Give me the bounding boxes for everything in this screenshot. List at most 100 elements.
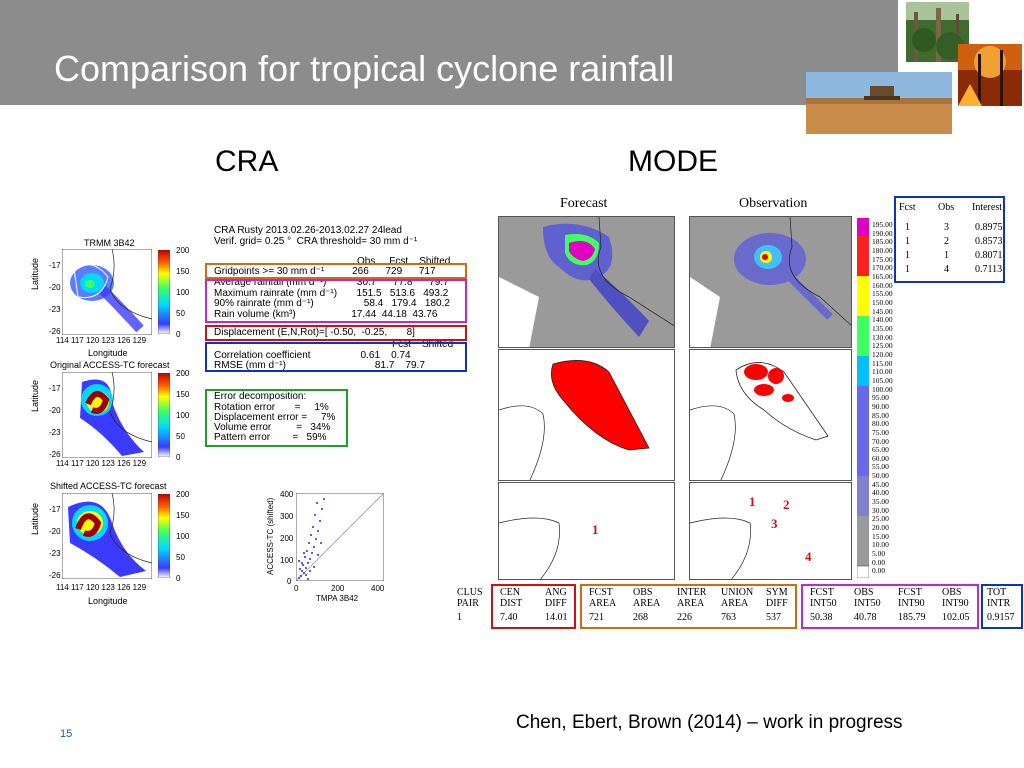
interest-cell: 0.8071 <box>975 250 1003 261</box>
interest-cell: 3 <box>944 222 949 233</box>
mode-colour-legend <box>856 218 870 579</box>
scatter-ytick: 0 <box>287 577 292 586</box>
bottom-table-cell: OBS <box>854 587 874 598</box>
obs-object-label-3: 3 <box>771 516 778 531</box>
bottom-box-magenta <box>801 584 979 629</box>
lat-tick: -26 <box>49 327 61 336</box>
obs-object-label-1: 1 <box>749 494 756 509</box>
mode-forecast-objects <box>498 349 675 481</box>
bottom-table-cell: 721 <box>589 612 604 623</box>
mode-forecast-label: Forecast <box>560 196 608 211</box>
error-pattern: Pattern error = 59% <box>214 432 327 443</box>
forecast-object-label: 1 <box>592 522 599 537</box>
scatter-ylabel: ACCESS-TC (shifted) <box>266 497 275 575</box>
legend-value: 145.00 <box>872 306 893 316</box>
interest-header-interest: Interest <box>972 202 1002 213</box>
bottom-table-cell: DIFF <box>545 598 567 609</box>
lat-tick: -20 <box>49 283 61 292</box>
cra-col-headers: Obs Fcst Shifted <box>357 256 451 267</box>
legend-value: 25.00 <box>872 514 889 524</box>
interest-cell: 2 <box>944 236 949 247</box>
error-displacement: Displacement error = 7% <box>214 412 336 423</box>
legend-value: 85.00 <box>872 410 889 420</box>
cra-header-line1: CRA Rusty 2013.02.26-2013.02.27 24lead <box>214 225 402 236</box>
bottom-table-cell: INT90 <box>898 598 925 609</box>
mode-observation-raw <box>689 216 852 348</box>
interest-cell: 1 <box>905 236 910 247</box>
legend-value: 160.00 <box>872 280 893 290</box>
scatter-xlabel: TMPA 3B42 <box>316 594 359 603</box>
cbar1-tick: 150 <box>176 267 190 276</box>
scatter-ytick: 100 <box>280 556 294 565</box>
mode-heading: MODE <box>628 145 718 178</box>
scatter-ytick: 200 <box>280 534 294 543</box>
lat-tick: -23 <box>49 428 61 437</box>
bottom-box-blue <box>981 584 1023 629</box>
interest-cell: 0.8975 <box>975 222 1003 233</box>
legend-value: 0.00 <box>872 557 886 567</box>
highlight-box-magenta <box>205 279 467 323</box>
interest-cell: 4 <box>944 264 949 275</box>
panel-title-shifted: Shifted ACCESS-TC forecast <box>50 481 167 491</box>
obs-object-label-2: 2 <box>783 497 790 512</box>
legend-value: 180.00 <box>872 245 893 255</box>
legend-value: 55.00 <box>872 462 889 472</box>
cbar2-tick: 200 <box>176 369 190 378</box>
bottom-table-cell: 268 <box>633 612 648 623</box>
fire-photo <box>958 44 1022 106</box>
bottom-table-cell: TOT <box>987 587 1007 598</box>
bottom-table-cell: PAIR <box>457 598 479 609</box>
bottom-table-cell: AREA <box>677 598 705 609</box>
colorbar-1 <box>157 249 171 335</box>
cbar3-tick: 0 <box>176 574 181 583</box>
lat-tick: -26 <box>49 450 61 459</box>
bottom-table-cell: 50.38 <box>810 612 833 623</box>
legend-value: 140.00 <box>872 315 893 325</box>
legend-value: 110.00 <box>872 367 893 377</box>
bottom-table-cell: SYM <box>766 587 788 598</box>
interest-cell: 1 <box>905 222 910 233</box>
cbar3-tick: 100 <box>176 532 190 541</box>
cbar3-tick: 200 <box>176 490 190 499</box>
lat-label: Latitude <box>30 502 40 535</box>
cbar3-tick: 50 <box>176 553 185 562</box>
bottom-table-cell: INT50 <box>854 598 881 609</box>
interest-table-box <box>894 196 1005 283</box>
mode-observation-label: Observation <box>739 196 808 211</box>
legend-value: 165.00 <box>872 271 893 281</box>
error-rotation: Rotation error = 1% <box>214 402 329 413</box>
bottom-table-cell: 1 <box>457 612 462 623</box>
stat-displacement: Displacement (E,N,Rot)=[ -0.50, -0.25, 8… <box>214 327 415 338</box>
cra-heading: CRA <box>215 145 279 178</box>
scatter-xtick: 200 <box>331 584 345 593</box>
map-panel-trmm <box>61 248 153 336</box>
bottom-table-cell: 537 <box>766 612 781 623</box>
bottom-table-cell: 14.01 <box>545 612 568 623</box>
bottom-table-cell: DIFF <box>766 598 788 609</box>
bottom-table-cell: 40.78 <box>854 612 877 623</box>
lat-label: Latitude <box>30 379 40 412</box>
highlight-box-blue <box>205 342 467 372</box>
stat-90pct: 90% rainrate (mm d⁻¹) 58.4 179.4 180.2 <box>214 298 450 309</box>
legend-value: 130.00 <box>872 332 893 342</box>
lat-tick: -17 <box>49 261 61 270</box>
legend-value: 175.00 <box>872 254 893 264</box>
panel-title-trmm: TRMM 3B42 <box>84 238 135 248</box>
bottom-table-cell: 7.40 <box>500 612 518 623</box>
obs-object-label-4: 4 <box>805 549 812 564</box>
citation: Chen, Ebert, Brown (2014) – work in prog… <box>516 712 903 733</box>
interest-header-obs: Obs <box>938 202 955 213</box>
bottom-table-cell: UNION <box>721 587 754 598</box>
lat-label: Latitude <box>30 257 40 290</box>
error-decomp-title: Error decomposition: <box>214 391 307 402</box>
legend-value: 60.00 <box>872 453 889 463</box>
legend-value: 70.00 <box>872 436 889 446</box>
cbar3-tick: 150 <box>176 511 190 520</box>
highlight-box-orange <box>205 263 467 279</box>
lat-tick: -20 <box>49 406 61 415</box>
scatter-ytick: 300 <box>280 512 294 521</box>
bottom-table-cell: OBS <box>942 587 962 598</box>
cra-col-headers-2: Fcst Shifted <box>392 339 454 350</box>
cbar2-tick: 150 <box>176 390 190 399</box>
legend-value: 105.00 <box>872 375 893 385</box>
